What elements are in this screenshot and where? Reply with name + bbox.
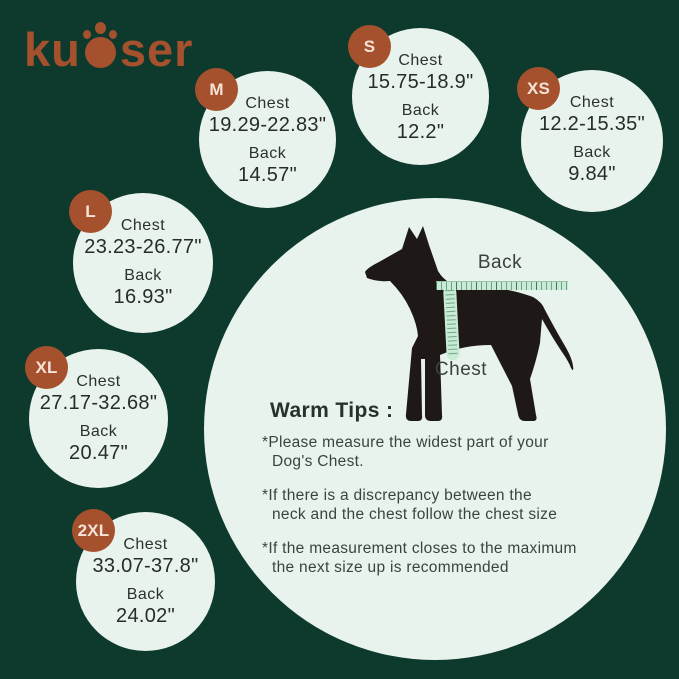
brand-logo: ku ser bbox=[24, 14, 194, 76]
chest-range: 19.29-22.83" bbox=[208, 114, 327, 136]
size-badge-2xl: 2XL bbox=[72, 509, 115, 552]
chest-label: Chest bbox=[245, 95, 290, 112]
chest-range: 12.2-15.35" bbox=[538, 113, 646, 135]
warm-tip-3: *If the measurement closes to the maximu… bbox=[262, 539, 577, 576]
size-badge-xs: XS bbox=[517, 67, 560, 110]
logo-text-ku: ku bbox=[24, 23, 81, 76]
chest-range: 23.23-26.77" bbox=[84, 236, 202, 258]
back-label: Back bbox=[573, 144, 611, 161]
size-circle-l: L Chest 23.23-26.77" Back 16.93" bbox=[69, 190, 213, 333]
back-length: 14.57" bbox=[238, 164, 297, 186]
size-badge-l: L bbox=[69, 190, 112, 233]
chest-label: Chest bbox=[120, 217, 166, 234]
chest-measurement-label: Chest bbox=[434, 359, 488, 380]
back-measurement-label: Back bbox=[477, 252, 523, 273]
back-length: 9.84" bbox=[568, 163, 616, 185]
size-circle-xs: XS Chest 12.2-15.35" Back 9.84" bbox=[517, 67, 663, 212]
warm-tip-2: *If there is a discrepancy between the n… bbox=[262, 486, 558, 523]
back-label: Back bbox=[126, 586, 165, 603]
logo-text-ser: ser bbox=[119, 23, 194, 76]
size-badge-m: M bbox=[195, 68, 238, 111]
back-label: Back bbox=[124, 267, 162, 284]
back-length: 12.2" bbox=[396, 121, 445, 143]
chest-label: Chest bbox=[123, 536, 168, 553]
size-circle-s: S Chest 15.75-18.9" Back 12.2" bbox=[348, 25, 489, 165]
size-circle-m: M Chest 19.29-22.83" Back 14.57" bbox=[195, 68, 336, 208]
warm-tip-1: *Please measure the widest part of your … bbox=[262, 434, 549, 470]
chest-tape bbox=[443, 286, 460, 360]
back-label: Back bbox=[79, 423, 118, 440]
chest-label: Chest bbox=[569, 94, 615, 111]
warm-tips-title: Warm Tips : bbox=[270, 399, 394, 422]
back-label: Back bbox=[248, 145, 287, 162]
chest-label: Chest bbox=[76, 373, 121, 390]
size-circle-xl: XL Chest 27.17-32.68" Back 20.47" bbox=[25, 346, 168, 488]
warm-tips-list: *Please measure the widest part of your … bbox=[262, 434, 598, 577]
chest-range: 33.07-37.8" bbox=[92, 555, 199, 577]
paw-icon bbox=[82, 18, 119, 70]
size-badge-xl: XL bbox=[25, 346, 68, 389]
back-label: Back bbox=[401, 102, 440, 119]
chest-range: 27.17-32.68" bbox=[39, 392, 158, 414]
back-length: 16.93" bbox=[113, 286, 173, 308]
size-badge-s: S bbox=[348, 25, 391, 68]
chest-range: 15.75-18.9" bbox=[367, 71, 474, 93]
dog-silhouette bbox=[365, 226, 574, 421]
back-ruler-tape bbox=[436, 281, 568, 290]
chest-label: Chest bbox=[398, 52, 443, 69]
back-length: 20.47" bbox=[69, 442, 128, 464]
size-circle-2xl: 2XL Chest 33.07-37.8" Back 24.02" bbox=[72, 509, 215, 651]
back-length: 24.02" bbox=[116, 605, 175, 627]
